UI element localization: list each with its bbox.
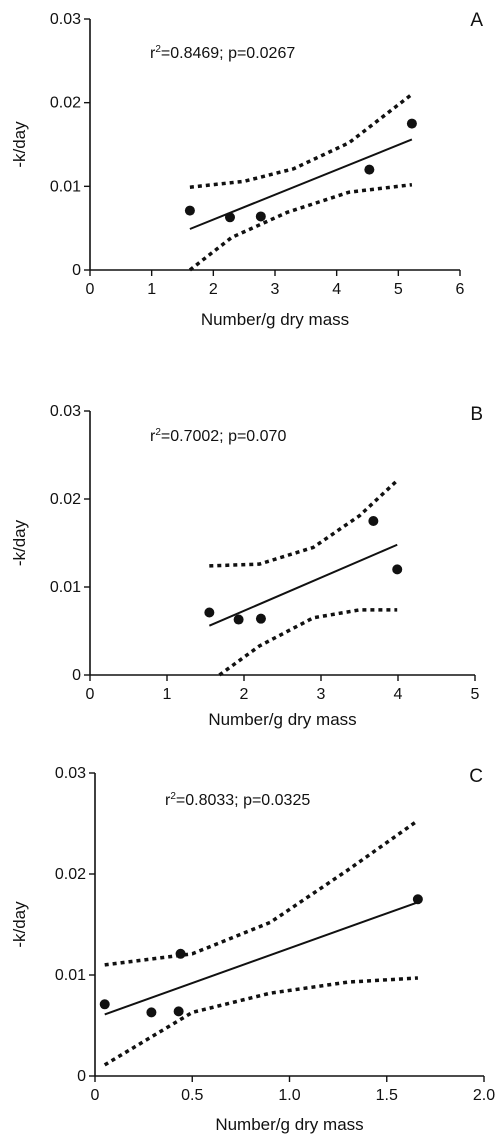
x-tick-label: 0: [91, 1087, 100, 1104]
y-tick-label: 0.03: [50, 11, 81, 28]
ci-lower-curve: [188, 182, 413, 272]
ci-lower-curve: [218, 608, 398, 677]
data-point: [224, 212, 235, 223]
y-tick-label: 0.01: [55, 967, 86, 984]
stats-annotation: r2=0.8469; p=0.0267: [150, 44, 295, 62]
data-point: [204, 607, 215, 618]
x-axis-label: Number/g dry mass: [201, 310, 349, 329]
y-axis-label: -k/day: [10, 901, 29, 948]
data-point: [406, 118, 417, 129]
annotation-r: r: [150, 428, 156, 445]
annotation-values: =0.8469; p=0.0267: [161, 45, 295, 62]
data-point: [175, 948, 186, 959]
annotation-r: r: [150, 45, 156, 62]
data-point: [184, 205, 195, 216]
data-point: [146, 1007, 157, 1018]
x-tick-label: 3: [317, 686, 326, 703]
x-tick-label: 2.0: [473, 1087, 495, 1104]
data-point: [392, 564, 403, 575]
data-point: [255, 613, 266, 624]
x-tick-label: 1: [163, 686, 172, 703]
data-point: [99, 999, 110, 1010]
x-tick-label: 1.5: [376, 1087, 398, 1104]
annotation-superscript: 2: [155, 44, 161, 55]
y-tick-label: 0.02: [50, 95, 81, 112]
data-point: [173, 1006, 184, 1017]
regression-line: [104, 901, 419, 1016]
panel-a: 0 0.01 0.02 0.03 0 1 2 3 4 5 6 Number/g dry mass -k/…: [10, 10, 483, 329]
x-tick-label: 6: [456, 281, 465, 298]
x-tick-label: 4: [332, 281, 341, 298]
y-tick-label: 0.03: [55, 765, 86, 782]
x-tick-label: 2: [240, 686, 249, 703]
x-tick-label: 0: [86, 281, 95, 298]
data-point: [412, 894, 423, 905]
y-tick-label: 0: [77, 1068, 86, 1085]
annotation-values: =0.7002; p=0.070: [161, 428, 287, 445]
ci-upper-curve: [189, 92, 413, 189]
y-tick-label: 0.02: [55, 866, 86, 883]
data-point: [364, 164, 375, 175]
y-axis-label: -k/day: [10, 519, 29, 566]
x-tick-label: 0.5: [181, 1087, 203, 1104]
x-axis-label: Number/g dry mass: [215, 1115, 363, 1134]
annotation-superscript: 2: [170, 791, 176, 802]
ci-upper-curve: [104, 819, 419, 967]
x-tick-label: 2: [209, 281, 218, 298]
panel-label: C: [469, 766, 483, 787]
annotation-r: r: [165, 792, 171, 809]
panel-c: 0 0.01 0.02 0.03 0 0.5 1.0 1.5 2.0 Number/g dry m…: [10, 765, 495, 1134]
x-tick-label: 3: [271, 281, 280, 298]
x-tick-label: 1: [147, 281, 156, 298]
data-point: [233, 614, 244, 625]
stats-annotation: r2=0.7002; p=0.070: [150, 427, 286, 445]
ci-upper-curve: [209, 479, 399, 568]
y-tick-label: 0: [72, 262, 81, 279]
y-tick-label: 0: [72, 667, 81, 684]
x-tick-label: 5: [471, 686, 480, 703]
annotation-values: =0.8033; p=0.0325: [176, 792, 310, 809]
ci-lower-curve: [103, 976, 419, 1067]
x-tick-label: 1.0: [278, 1087, 300, 1104]
x-tick-label: 0: [86, 686, 95, 703]
y-axis-label: -k/day: [10, 121, 29, 168]
y-tick-label: 0.01: [50, 579, 81, 596]
panel-label: A: [470, 10, 483, 31]
regression-line: [208, 543, 398, 627]
panel-b: 0 0.01 0.02 0.03 0 1 2 3 4 5 Number/g dry mass -k/d…: [10, 403, 483, 729]
panel-label: B: [470, 404, 483, 425]
data-point: [368, 516, 379, 526]
x-tick-label: 5: [394, 281, 403, 298]
stats-annotation: r2=0.8033; p=0.0325: [165, 791, 310, 809]
x-tick-label: 4: [394, 686, 403, 703]
y-tick-label: 0.03: [50, 403, 81, 420]
data-point: [255, 211, 266, 222]
annotation-superscript: 2: [155, 427, 161, 438]
x-axis-label: Number/g dry mass: [208, 710, 356, 729]
y-tick-label: 0.02: [50, 491, 81, 508]
y-tick-label: 0.01: [50, 178, 81, 195]
